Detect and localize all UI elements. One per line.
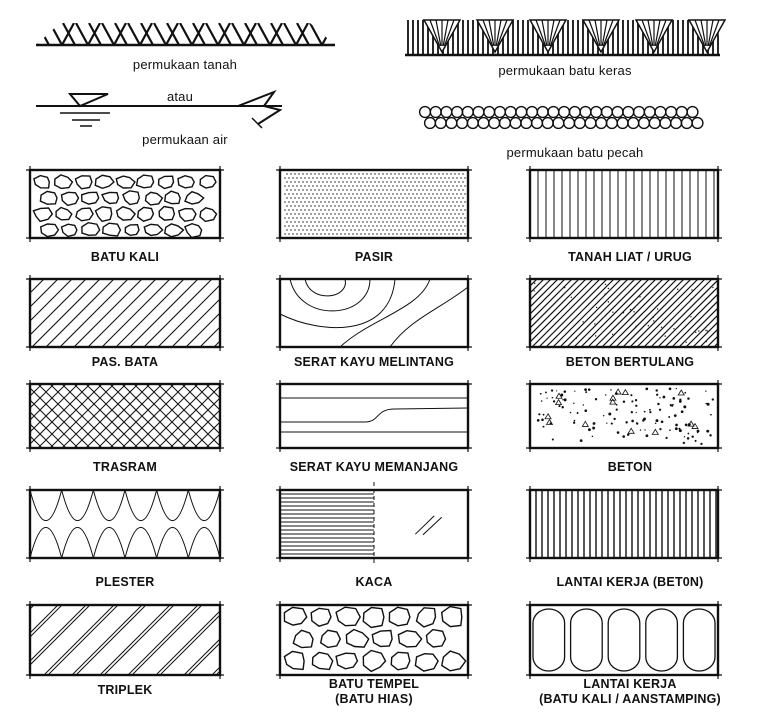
material-label-line: BETON <box>607 460 653 474</box>
rock-surface-label: permukaan batu keras <box>498 63 632 78</box>
rock-surface-symbol <box>405 19 727 57</box>
material-label-line: PASIR <box>354 250 394 264</box>
material-label-line: TANAH LIAT / URUG <box>568 250 692 264</box>
material-label-line: PAS. BATA <box>91 355 159 369</box>
material-label-line-2: (BATU HIAS) <box>335 692 413 706</box>
or-word: atau <box>166 89 194 104</box>
material-label-line: TRIPLEK <box>97 683 153 697</box>
material-label: SERAT KAYU MEMANJANG <box>264 460 484 475</box>
water-surface-label: permukaan air <box>142 132 228 147</box>
water-surface-symbol <box>36 89 283 129</box>
tile-batuTempel <box>276 601 472 679</box>
material-label-line: PLESTER <box>95 575 155 589</box>
material-label: LANTAI KERJA (BATU KALI / AANSTAMPING) <box>520 677 740 707</box>
material-label-line: SERAT KAYU MEMANJANG <box>289 460 459 474</box>
gravel-surface-label: permukaan batu pecah <box>506 145 644 160</box>
tile-lantaiKerja <box>526 486 722 562</box>
material-label-line: LANTAI KERJA (BET0N) <box>556 575 704 589</box>
material-label-line: TRASRAM <box>93 460 157 474</box>
material-label-line: LANTAI KERJA <box>583 677 677 691</box>
tile-tanahliat <box>526 166 722 242</box>
material-label: KACA <box>264 575 484 590</box>
material-label: PAS. BATA <box>15 355 235 370</box>
material-label: TRASRAM <box>15 460 235 475</box>
material-label: LANTAI KERJA (BET0N) <box>520 575 740 590</box>
material-label-line: BATU TEMPEL <box>328 677 420 691</box>
tile-kayuMemanjang <box>276 380 472 452</box>
material-label: PASIR <box>264 250 484 265</box>
tile-bata <box>26 275 224 351</box>
material-label: BATU TEMPEL (BATU HIAS) <box>264 677 484 707</box>
material-label: PLESTER <box>15 575 235 590</box>
material-label-line-2: (BATU KALI / AANSTAMPING) <box>539 692 721 706</box>
material-label-line: SERAT KAYU MELINTANG <box>293 355 455 369</box>
tile-batukali <box>26 166 224 242</box>
material-label: TANAH LIAT / URUG <box>520 250 740 265</box>
material-label: TRIPLEK <box>15 683 235 698</box>
tile-pasir <box>276 166 472 242</box>
tile-kayuMelintang <box>276 275 472 351</box>
material-label-line: BATU KALI <box>90 250 160 264</box>
material-label-line: BETON BERTULANG <box>565 355 695 369</box>
material-label: BETON <box>520 460 740 475</box>
material-label: SERAT KAYU MELINTANG <box>264 355 484 370</box>
ground-surface-symbol <box>36 23 335 47</box>
tile-trasram <box>26 380 224 452</box>
tile-triplek <box>26 601 224 679</box>
material-tiles <box>26 166 722 679</box>
ground-surface-label: permukaan tanah <box>132 57 238 72</box>
tile-betonBertulang <box>526 275 722 351</box>
material-label: BATU KALI <box>15 250 235 265</box>
tile-beton <box>526 380 722 452</box>
gravel-surface-symbol <box>418 105 704 130</box>
tile-kaca <box>276 482 472 566</box>
tile-aanstamping <box>526 601 722 679</box>
tile-plester <box>26 486 224 562</box>
material-label: BETON BERTULANG <box>520 355 740 370</box>
material-label-line: KACA <box>355 575 393 589</box>
